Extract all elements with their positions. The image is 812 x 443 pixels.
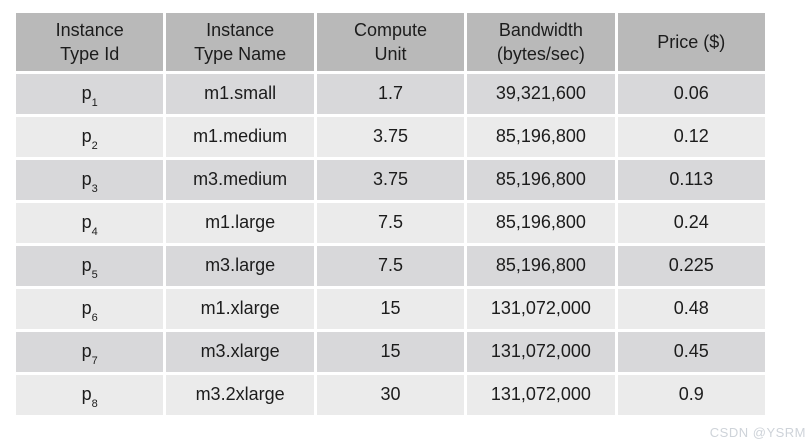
cell-compute-unit: 7.5 (313, 200, 468, 246)
table-row: p1 m1.small 1.7 39,321,600 0.06 (12, 71, 769, 117)
table-body: p1 m1.small 1.7 39,321,600 0.06 p2 m1.me… (12, 71, 769, 418)
cell-bandwidth: 39,321,600 (464, 71, 618, 117)
cell-bandwidth: 85,196,800 (464, 200, 618, 246)
cell-instance-type-id: p6 (12, 286, 167, 332)
column-header-price: Price ($) (614, 10, 769, 74)
instance-id-base: p (81, 83, 92, 104)
column-header-compute-unit: Compute Unit (313, 10, 468, 74)
instance-id-subscript: 4 (91, 225, 98, 238)
table-row: p4 m1.large 7.5 85,196,800 0.24 (12, 200, 769, 246)
column-header-instance-type-id: Instance Type Id (12, 10, 167, 74)
cell-bandwidth: 131,072,000 (464, 372, 618, 418)
instance-id-subscript: 7 (91, 354, 98, 367)
cell-compute-unit: 3.75 (313, 157, 468, 203)
cell-compute-unit: 1.7 (313, 71, 468, 117)
cell-price: 0.06 (614, 71, 769, 117)
cell-bandwidth: 131,072,000 (464, 286, 618, 332)
instance-id-subscript: 1 (91, 96, 98, 109)
watermark: CSDN @YSRM (709, 425, 806, 440)
cell-instance-type-name: m1.large (163, 200, 317, 246)
cell-bandwidth: 85,196,800 (464, 114, 618, 160)
cell-compute-unit: 7.5 (313, 243, 468, 289)
instance-id-subscript: 2 (91, 139, 98, 152)
instance-id-base: p (81, 341, 92, 362)
cell-instance-type-id: p8 (12, 372, 167, 418)
cell-compute-unit: 3.75 (313, 114, 468, 160)
cell-bandwidth: 85,196,800 (464, 157, 618, 203)
cell-instance-type-name: m1.medium (163, 114, 317, 160)
instance-id-subscript: 6 (91, 311, 98, 324)
column-header-instance-type-name: Instance Type Name (163, 10, 317, 74)
cell-compute-unit: 15 (313, 286, 468, 332)
cell-instance-type-id: p5 (12, 243, 167, 289)
cell-price: 0.24 (614, 200, 769, 246)
instance-id-subscript: 5 (91, 268, 98, 281)
instance-id-base: p (81, 212, 92, 233)
table-row: p6 m1.xlarge 15 131,072,000 0.48 (12, 286, 769, 332)
cell-bandwidth: 131,072,000 (464, 329, 618, 375)
cell-compute-unit: 15 (313, 329, 468, 375)
cell-instance-type-name: m3.2xlarge (163, 372, 317, 418)
cell-instance-type-name: m3.medium (163, 157, 317, 203)
instance-id-base: p (81, 169, 92, 190)
instance-id-base: p (81, 298, 92, 319)
table-row: p5 m3.large 7.5 85,196,800 0.225 (12, 243, 769, 289)
cell-price: 0.12 (614, 114, 769, 160)
cell-price: 0.48 (614, 286, 769, 332)
table-header: Instance Type Id Instance Type Name Comp… (12, 10, 769, 74)
table-row: p3 m3.medium 3.75 85,196,800 0.113 (12, 157, 769, 203)
instance-id-base: p (81, 384, 92, 405)
cell-price: 0.225 (614, 243, 769, 289)
cell-instance-type-id: p4 (12, 200, 167, 246)
cell-instance-type-id: p2 (12, 114, 167, 160)
cell-bandwidth: 85,196,800 (464, 243, 618, 289)
cell-instance-type-name: m1.xlarge (163, 286, 317, 332)
instance-id-subscript: 8 (91, 397, 98, 410)
column-header-bandwidth: Bandwidth (bytes/sec) (464, 10, 618, 74)
instance-id-base: p (81, 126, 92, 147)
cell-instance-type-name: m3.large (163, 243, 317, 289)
cell-instance-type-id: p3 (12, 157, 167, 203)
cell-instance-type-id: p7 (12, 329, 167, 375)
instance-id-base: p (81, 255, 92, 276)
header-row: Instance Type Id Instance Type Name Comp… (12, 10, 769, 74)
table-row: p8 m3.2xlarge 30 131,072,000 0.9 (12, 372, 769, 418)
cell-instance-type-name: m1.small (163, 71, 317, 117)
cell-instance-type-id: p1 (12, 71, 167, 117)
instance-id-subscript: 3 (91, 182, 98, 195)
cell-compute-unit: 30 (313, 372, 468, 418)
table-row: p2 m1.medium 3.75 85,196,800 0.12 (12, 114, 769, 160)
table-row: p7 m3.xlarge 15 131,072,000 0.45 (12, 329, 769, 375)
cell-price: 0.9 (614, 372, 769, 418)
cell-price: 0.45 (614, 329, 769, 375)
cell-price: 0.113 (614, 157, 769, 203)
instance-types-table: Instance Type Id Instance Type Name Comp… (12, 10, 769, 418)
cell-instance-type-name: m3.xlarge (163, 329, 317, 375)
